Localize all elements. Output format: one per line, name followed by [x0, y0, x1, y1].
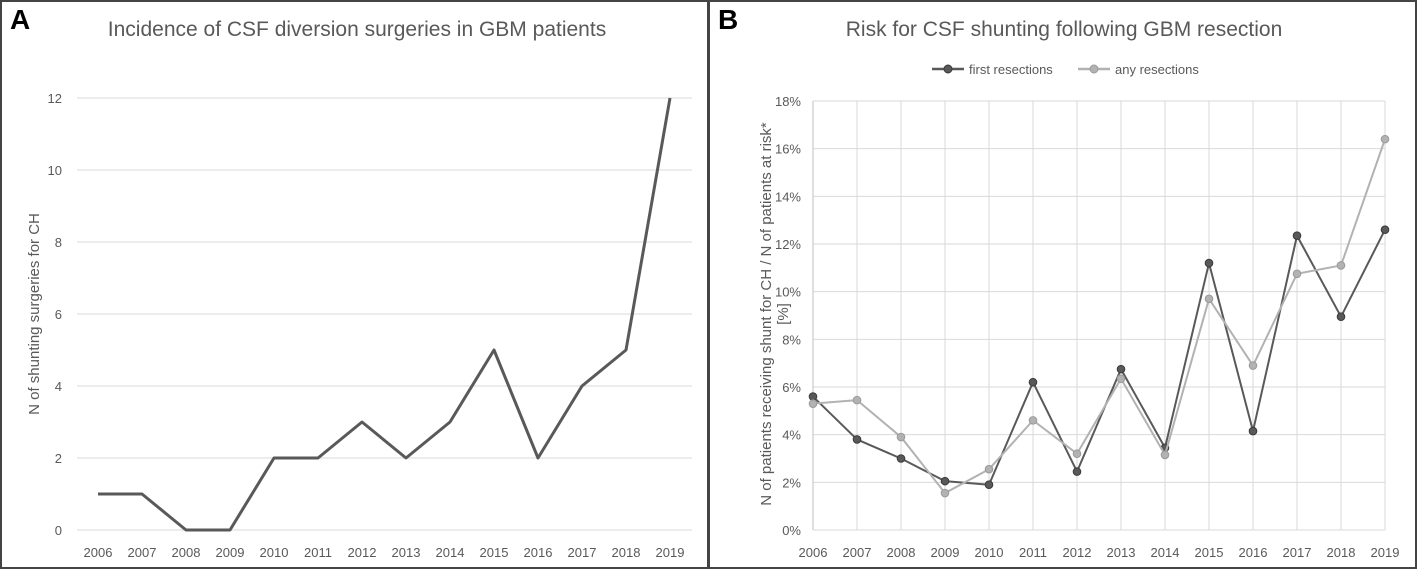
chart-b-point-any-resections: [1204, 294, 1214, 304]
chart-b-point-first-resections: [1116, 364, 1126, 374]
chart-b-point-any-resections: [1072, 449, 1082, 459]
chart-b-y-axis-label-line-1: N of patients receiving shunt for CH / N…: [758, 122, 775, 506]
chart-a-xtick-label: 2014: [436, 545, 465, 560]
chart-a-y-axis-label: N of shunting surgeries for CH: [26, 213, 43, 415]
chart-a-ytick-label: 10: [48, 163, 62, 178]
chart-a-title: Incidence of CSF diversion surgeries in …: [108, 18, 606, 41]
chart-a-gridlines: [77, 97, 692, 531]
chart-b: Risk for CSF shunting following GBM rese…: [758, 18, 1399, 560]
chart-a-xtick-label: 2019: [656, 545, 685, 560]
chart-b-point-any-resections: [984, 464, 994, 474]
chart-b-xtick-label: 2018: [1327, 545, 1356, 560]
chart-b-point-any-resections: [1028, 416, 1038, 425]
chart-b-ytick-label: 0%: [782, 523, 801, 538]
chart-a-xtick-label: 2017: [568, 545, 597, 560]
chart-b-point-any-resections: [1116, 374, 1126, 383]
chart-b-point-first-resections: [1028, 377, 1038, 387]
chart-b-point-first-resections: [940, 476, 950, 486]
panel-b-letter: B: [718, 4, 739, 35]
chart-a-xtick-label: 2010: [260, 545, 289, 560]
legend-first-resections-label: first resections: [969, 62, 1053, 77]
chart-b-point-first-resections: [1204, 258, 1214, 268]
chart-b-xtick-label: 2008: [887, 545, 916, 560]
chart-b-ytick-label: 8%: [782, 332, 801, 347]
chart-b-ytick-label: 2%: [782, 475, 801, 490]
chart-b-point-first-resections: [896, 454, 906, 463]
chart-a-xtick-label: 2008: [172, 545, 201, 560]
chart-a: Incidence of CSF diversion surgeries in …: [26, 18, 692, 560]
chart-b-xtick-label: 2012: [1063, 545, 1092, 560]
chart-a-ytick-label: 0: [55, 523, 62, 538]
chart-a-series: [98, 97, 672, 532]
chart-a-tick-labels: 0 2 4 6 8 10 12 2006 2007 2008 2009 2010 2011 2012 201…: [48, 91, 685, 560]
chart-a-xtick-label: 2012: [348, 545, 377, 560]
chart-b-xtick-label: 2013: [1107, 545, 1136, 560]
legend-any-resections-marker: [1089, 64, 1099, 74]
chart-a-xtick-label: 2015: [480, 545, 509, 560]
chart-b-point-any-resections: [808, 399, 818, 408]
chart-b-point-first-resections: [1336, 312, 1346, 321]
chart-b-point-any-resections: [1160, 450, 1170, 460]
chart-a-xtick-label: 2013: [392, 545, 421, 560]
chart-b-xtick-label: 2009: [931, 545, 960, 560]
chart-b-point-first-resections: [984, 480, 994, 490]
legend-any-resections-label: any resections: [1115, 62, 1199, 77]
chart-b-point-any-resections: [1380, 134, 1390, 144]
chart-b-series: [808, 134, 1390, 498]
chart-a-ytick-label: 12: [48, 91, 62, 106]
chart-b-point-first-resections: [1248, 426, 1258, 436]
chart-a-xtick-label: 2011: [304, 545, 332, 560]
chart-b-point-any-resections: [852, 395, 862, 405]
chart-b-point-any-resections: [1336, 261, 1346, 270]
chart-b-point-any-resections: [1248, 361, 1258, 370]
chart-a-series-line-shunting-surgeries: [98, 97, 672, 532]
chart-b-xtick-label: 2007: [843, 545, 872, 560]
panel-a-letter: A: [10, 4, 31, 35]
chart-b-xtick-label: 2010: [975, 545, 1004, 560]
chart-b-ytick-label: 18%: [775, 94, 801, 109]
chart-b-xtick-label: 2006: [799, 545, 828, 560]
chart-b-point-any-resections: [940, 488, 950, 498]
chart-a-xtick-label: 2016: [524, 545, 553, 560]
chart-b-tick-labels: 0% 2% 4% 6% 8% 10% 12% 14% 16% 18% 2006 2007 2008 200…: [775, 94, 1399, 560]
chart-b-point-first-resections: [1380, 225, 1390, 234]
chart-a-xtick-label: 2006: [84, 545, 113, 560]
chart-a-ytick-label: 8: [55, 235, 62, 250]
chart-a-ytick-label: 4: [55, 379, 62, 394]
chart-b-point-first-resections: [1292, 231, 1302, 240]
chart-b-point-first-resections: [1072, 467, 1082, 476]
legend-first-resections-marker: [943, 64, 953, 74]
chart-b-title: Risk for CSF shunting following GBM rese…: [846, 18, 1283, 41]
chart-b-ytick-label: 4%: [782, 428, 801, 443]
chart-a-xtick-label: 2018: [612, 545, 641, 560]
chart-b-xtick-label: 2014: [1151, 545, 1180, 560]
chart-b-series-line-first-resections: [812, 229, 1386, 486]
chart-b-y-axis-label-line-2: [%]: [775, 303, 792, 325]
chart-b-xtick-label: 2011: [1019, 545, 1047, 560]
chart-b-legend: first resections any resections: [932, 62, 1199, 77]
chart-b-ytick-label: 6%: [782, 380, 801, 395]
chart-b-series-line-any-resections: [812, 138, 1386, 495]
chart-a-xtick-label: 2009: [216, 545, 245, 560]
panel-b: B Risk for CSF shunting following GBM re…: [708, 0, 1417, 569]
chart-a-xtick-label: 2007: [128, 545, 157, 560]
chart-b-xtick-label: 2019: [1371, 545, 1400, 560]
chart-b-ytick-label: 16%: [775, 142, 801, 157]
chart-b-ytick-label: 14%: [775, 189, 801, 204]
chart-b-xtick-label: 2015: [1195, 545, 1224, 560]
chart-b-ytick-label: 12%: [775, 237, 801, 252]
chart-a-ytick-label: 2: [55, 451, 62, 466]
chart-b-xtick-label: 2016: [1239, 545, 1268, 560]
panel-a: A Incidence of CSF diversion surgeries i…: [0, 0, 709, 569]
chart-b-xtick-label: 2017: [1283, 545, 1312, 560]
chart-b-ytick-label: 10%: [775, 285, 801, 300]
chart-b-gridlines: [812, 100, 1386, 531]
chart-b-point-any-resections: [1292, 269, 1302, 279]
chart-b-point-first-resections: [852, 435, 862, 444]
chart-b-point-first-resections: [808, 392, 818, 401]
chart-b-point-any-resections: [896, 432, 906, 442]
chart-a-ytick-label: 6: [55, 307, 62, 322]
